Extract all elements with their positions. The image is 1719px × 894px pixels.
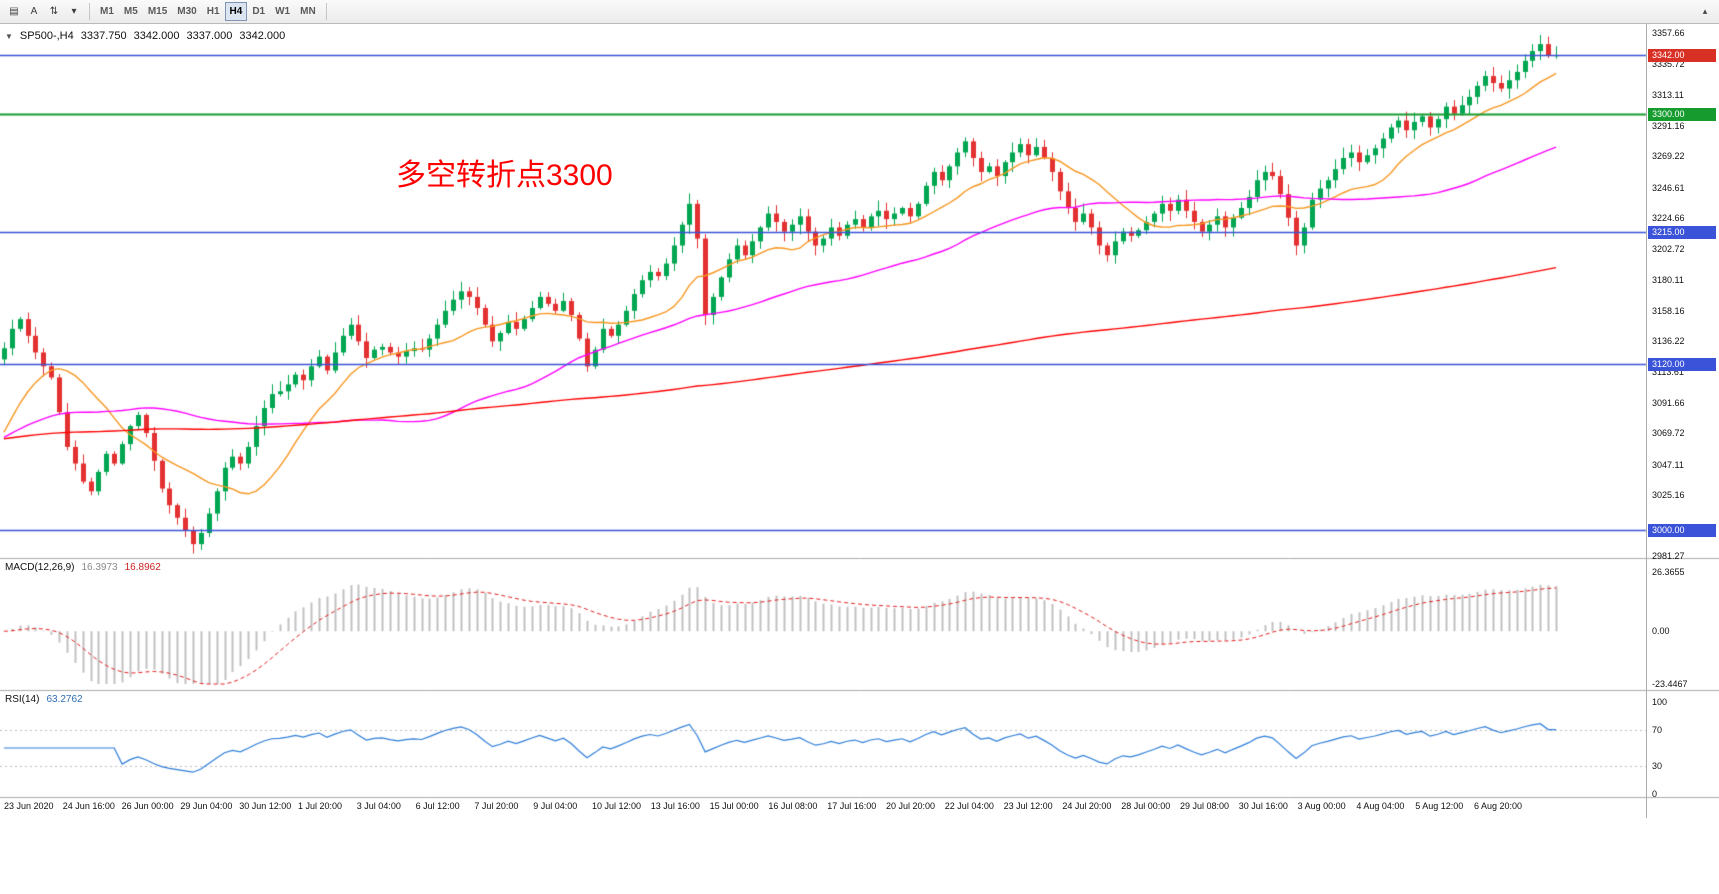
current-price-badge: 3342.00 — [1648, 49, 1716, 63]
arrows-tool-button[interactable]: ⇅ — [49, 6, 59, 17]
top-toolbar: ▤ A ⇅ ▾ M1 M5 M15 M30 H1 H4 D1 W1 MN ▴ — [0, 0, 1719, 24]
time-axis-label: 24 Jul 20:00 — [1062, 801, 1112, 811]
time-axis-label: 26 Jun 00:00 — [121, 801, 174, 811]
time-axis-label: 15 Jul 00:00 — [709, 801, 759, 811]
chart-text-annotation[interactable]: 多空转折点3300 — [396, 159, 613, 192]
price-axis[interactable]: 3357.66 3335.72 3313.11 3291.16 3269.22 3246.… — [1646, 24, 1719, 818]
price-axis-tick: 3047.11 — [1652, 459, 1684, 470]
tool-dropdown-icon[interactable]: ▾ — [71, 6, 77, 17]
time-axis-label: 6 Aug 20:00 — [1474, 801, 1523, 811]
time-axis-label: 4 Aug 04:00 — [1356, 801, 1405, 811]
price-axis-tick: 3357.66 — [1652, 28, 1685, 39]
timeframe-button-m30[interactable]: M30 — [177, 6, 197, 17]
timeframe-button-m1[interactable]: M1 — [100, 6, 114, 17]
time-axis-label: 23 Jul 12:00 — [1003, 801, 1053, 811]
timeframe-button-d1[interactable]: D1 — [252, 6, 266, 17]
price-axis-tick: 3269.22 — [1652, 151, 1685, 162]
price-chart-canvas[interactable] — [0, 24, 1719, 818]
price-axis-tick: 3158.16 — [1652, 305, 1685, 316]
macd-axis-tick: 0.00 — [1652, 626, 1670, 637]
timeframe-button-w1[interactable]: W1 — [275, 6, 291, 17]
price-axis-tick: 3025.16 — [1652, 490, 1685, 501]
timeframe-button-m15[interactable]: M15 — [147, 6, 168, 17]
price-axis-tick: 3202.72 — [1652, 243, 1685, 254]
time-axis-label: 1 Jul 20:00 — [298, 801, 343, 811]
chart-header: ▼ SP500-,H4 3337.750 3342.000 3337.000 3… — [5, 30, 285, 42]
ohlc-open-value: 3337.750 — [80, 30, 127, 42]
timeframe-button-m5[interactable]: M5 — [123, 6, 138, 17]
time-axis-label: 24 Jun 16:00 — [62, 801, 115, 811]
price-axis-tick: 3335.72 — [1652, 58, 1685, 69]
time-axis-label: 29 Jun 04:00 — [180, 801, 233, 811]
time-axis-label: 7 Jul 20:00 — [474, 801, 519, 811]
rsi-axis-tick: 70 — [1652, 724, 1663, 735]
time-axis-label: 28 Jul 00:00 — [1121, 801, 1171, 811]
macd-axis-tick: -23.4467 — [1652, 679, 1688, 689]
price-axis-tick: 2981.27 — [1652, 551, 1685, 562]
rsi-indicator-label: RSI(14) 63.2762 — [5, 694, 83, 705]
price-level-badge: 3120.00 — [1648, 357, 1716, 371]
macd-name: MACD(12,26,9) — [5, 562, 75, 573]
time-axis-label: 3 Aug 00:00 — [1297, 801, 1346, 811]
time-axis-label: 30 Jun 12:00 — [239, 801, 292, 811]
chart-tools-group: ▤ A ⇅ ▾ — [4, 2, 84, 21]
time-axis-label: 23 Jun 2020 — [4, 801, 54, 811]
price-axis-tick: 3313.11 — [1652, 90, 1684, 101]
timeframe-group: M1 M5 M15 M30 H1 H4 D1 W1 MN — [95, 2, 321, 21]
time-axis-label: 3 Jul 04:00 — [356, 801, 401, 811]
text-tool-button[interactable]: A — [30, 6, 38, 17]
time-axis-label: 10 Jul 12:00 — [592, 801, 642, 811]
chart-bars-icon[interactable]: ▤ — [9, 6, 19, 17]
toolbar-separator — [325, 3, 327, 20]
timeframe-button-h1[interactable]: H1 — [206, 6, 220, 17]
time-axis[interactable]: 23 Jun 2020 24 Jun 16:00 26 Jun 00:00 29 Ju… — [0, 801, 1646, 815]
price-axis-tick: 3180.11 — [1652, 275, 1684, 286]
price-axis-tick: 3069.72 — [1652, 428, 1685, 439]
price-axis-tick: 3224.66 — [1652, 213, 1685, 224]
symbol-dropdown-icon[interactable]: ▼ — [5, 31, 13, 41]
time-axis-label: 13 Jul 16:00 — [650, 801, 700, 811]
price-axis-tick: 3113.61 — [1652, 367, 1684, 378]
rsi-axis-tick: 0 — [1652, 789, 1658, 799]
chart-area: ▼ SP500-,H4 3337.750 3342.000 3337.000 3… — [0, 24, 1719, 894]
price-level-badge: 3300.00 — [1648, 107, 1716, 121]
price-axis-tick: 3246.61 — [1652, 182, 1685, 193]
macd-axis-tick: 26.3655 — [1652, 567, 1685, 577]
rsi-axis-tick: 30 — [1652, 761, 1663, 772]
price-level-badge: 3215.00 — [1648, 225, 1716, 239]
ohlc-close-value: 3342.000 — [239, 30, 286, 42]
price-axis-tick: 3091.66 — [1652, 397, 1685, 408]
timeframe-button-mn[interactable]: MN — [300, 6, 316, 17]
time-axis-label: 6 Jul 12:00 — [415, 801, 460, 811]
price-axis-tick: 3136.22 — [1652, 336, 1685, 347]
rsi-value: 63.2762 — [46, 694, 83, 705]
time-axis-label: 22 Jul 04:00 — [944, 801, 994, 811]
macd-main-value: 16.3973 — [81, 562, 118, 573]
time-axis-label: 16 Jul 08:00 — [768, 801, 818, 811]
toolbar-separator — [89, 3, 90, 20]
time-axis-label: 5 Aug 12:00 — [1415, 801, 1464, 811]
price-axis-tick: 3291.16 — [1652, 120, 1685, 131]
ohlc-low-value: 3337.000 — [186, 30, 233, 42]
rsi-name: RSI(14) — [5, 694, 40, 705]
macd-indicator-label: MACD(12,26,9) 16.3973 16.8962 — [5, 562, 161, 573]
macd-signal-value: 16.8962 — [124, 562, 161, 573]
symbol-label: SP500-,H4 — [19, 30, 74, 42]
time-axis-label: 29 Jul 08:00 — [1180, 801, 1230, 811]
time-axis-label: 17 Jul 16:00 — [827, 801, 877, 811]
time-axis-label: 9 Jul 04:00 — [533, 801, 578, 811]
ohlc-high-value: 3342.000 — [133, 30, 180, 42]
rsi-axis-tick: 100 — [1652, 697, 1668, 707]
timeframe-button-h4[interactable]: H4 — [224, 2, 248, 21]
price-level-badge: 3000.00 — [1648, 524, 1716, 538]
time-axis-label: 30 Jul 16:00 — [1238, 801, 1288, 811]
toolbar-more-icon[interactable]: ▴ — [1702, 6, 1708, 16]
time-axis-label: 20 Jul 20:00 — [886, 801, 936, 811]
